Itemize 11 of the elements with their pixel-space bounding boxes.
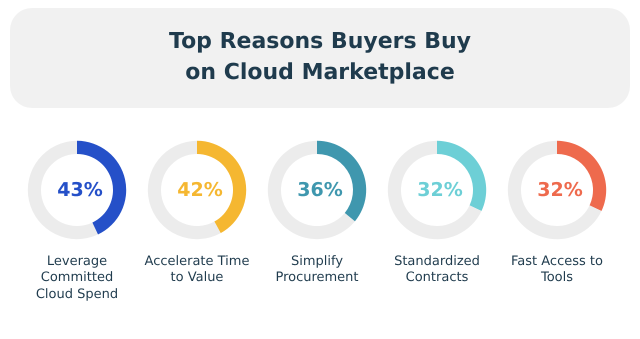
data-label: 36% [297,179,343,201]
text: Leverage Committed Cloud Spend [34,254,120,303]
text: Standardized Contracts [393,254,481,286]
text: Simplify Procurement [274,254,360,286]
text: Accelerate Time to Value [144,254,250,286]
data-label: 42% [177,179,223,201]
text: Top Reasons Buyers Buy on Cloud Marketplace [168,28,472,87]
text: Fast Access to Tools [510,254,604,286]
data-label: 32% [417,179,463,201]
data-label: 43% [57,179,103,201]
data-label: 32% [537,179,583,201]
